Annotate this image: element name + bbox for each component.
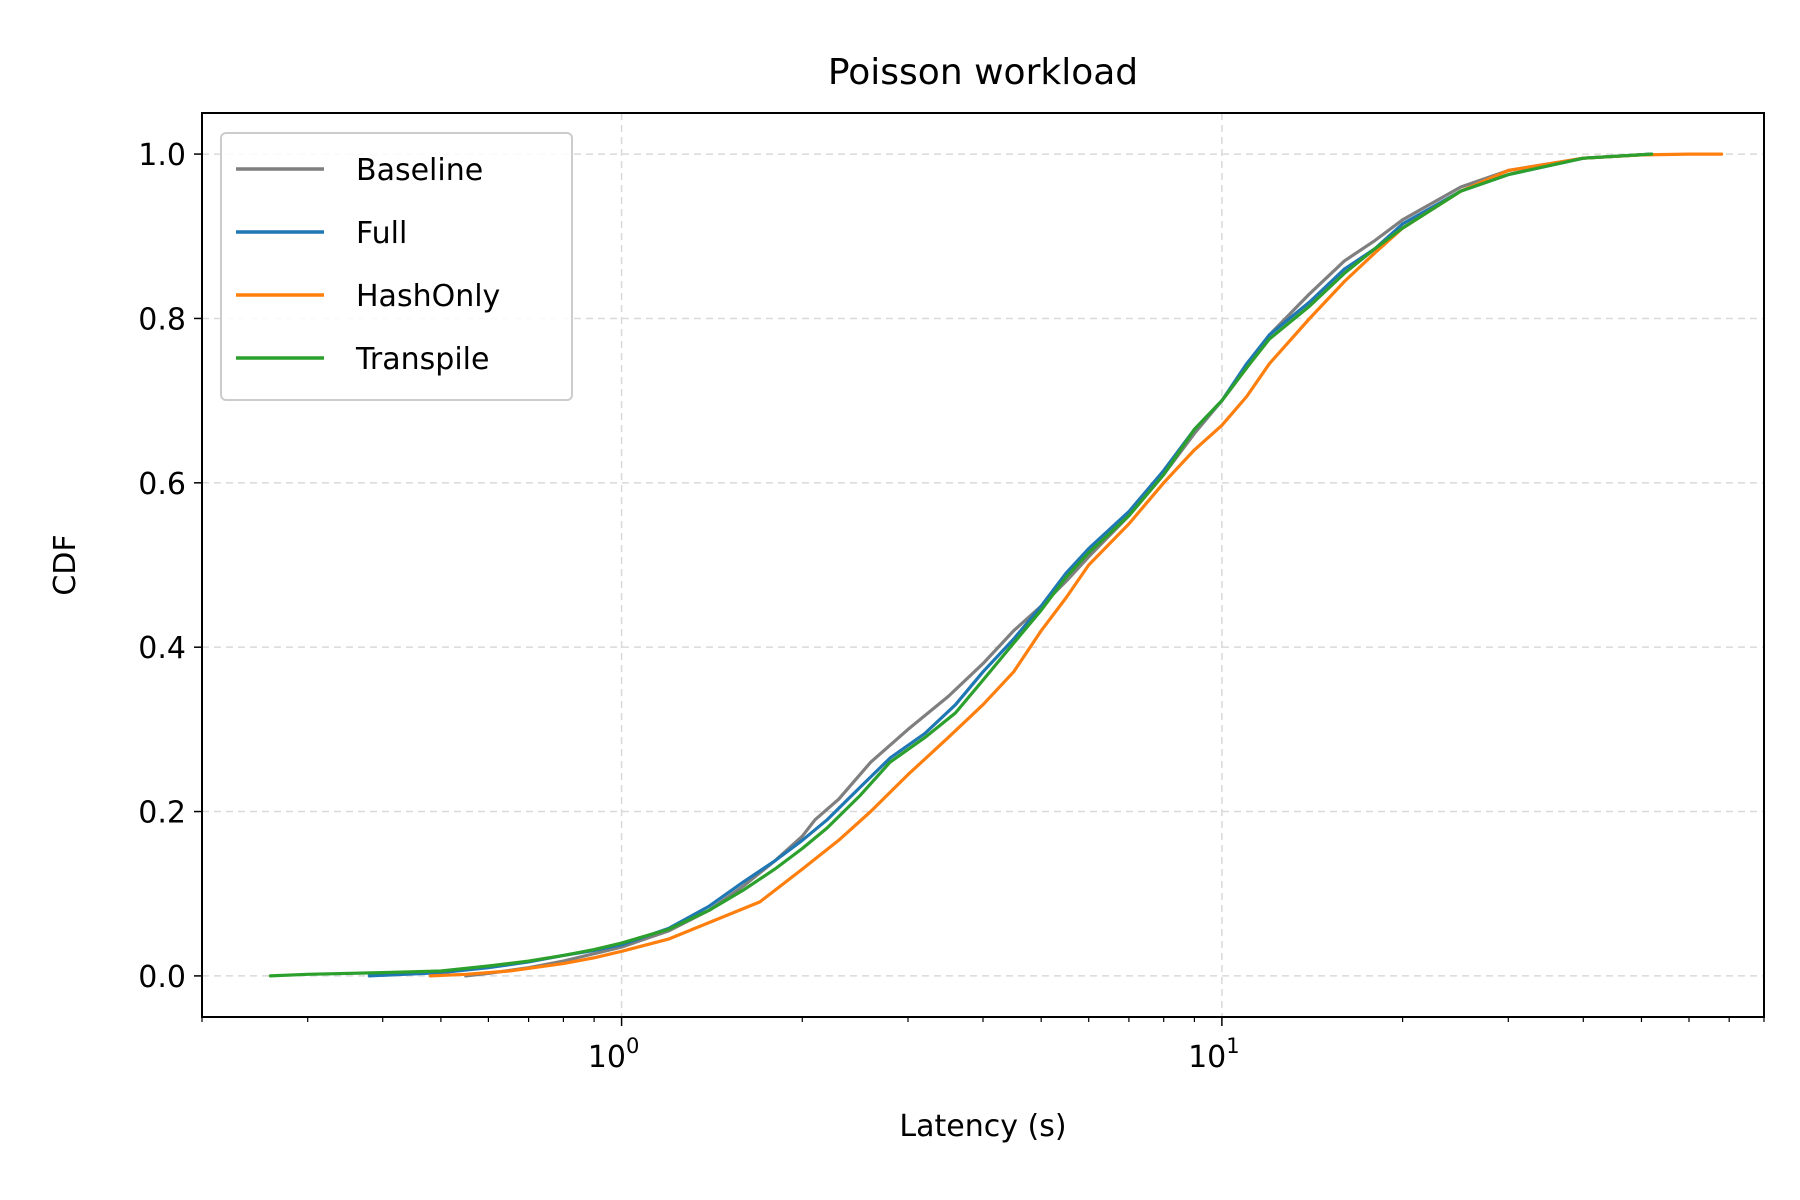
series-line-transpile [268,152,1654,978]
chart-title: Poisson workload [828,52,1138,93]
x-tick-base: 10 [588,1040,626,1075]
series-layer [268,152,1724,978]
y-tick-label: 0.0 [138,960,186,995]
legend-label: Transpile [355,342,489,377]
legend-label: Baseline [356,153,483,188]
legend-label: Full [356,216,407,251]
y-tick-label: 0.4 [138,631,186,666]
series-line-baseline [464,152,1654,978]
grid [202,113,1764,1017]
x-axis-title: Latency (s) [899,1109,1066,1144]
x-tick-exponent: 0 [626,1034,639,1058]
x-tick-label: 101 [1188,1034,1240,1075]
x-tick-label: 100 [588,1034,640,1075]
legend-label: HashOnly [356,279,500,314]
y-axis-title: CDF [48,534,83,595]
y-tick-label: 0.2 [138,796,186,831]
x-tick-base: 10 [1188,1040,1226,1075]
legend: Baseline Full HashOnly Transpile [220,132,573,401]
y-tick-label: 0.8 [138,302,186,337]
y-tick-label: 1.0 [138,138,186,173]
y-tick-label: 0.6 [138,467,186,502]
x-tick-exponent: 1 [1226,1034,1239,1058]
legend-box [220,132,573,401]
